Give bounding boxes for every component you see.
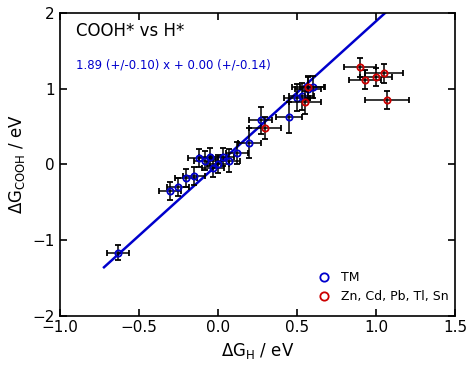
- Y-axis label: $\Delta$G$_{\rm COOH}$ / eV: $\Delta$G$_{\rm COOH}$ / eV: [7, 114, 27, 214]
- Legend: TM, Zn, Cd, Pb, Tl, Sn: TM, Zn, Cd, Pb, Tl, Sn: [311, 271, 449, 303]
- Text: 1.89 (+/-0.10) x + 0.00 (+/-0.14): 1.89 (+/-0.10) x + 0.00 (+/-0.14): [75, 59, 270, 71]
- X-axis label: $\Delta$G$_{\rm H}$ / eV: $\Delta$G$_{\rm H}$ / eV: [221, 341, 294, 361]
- Text: COOH* vs H*: COOH* vs H*: [75, 22, 184, 40]
